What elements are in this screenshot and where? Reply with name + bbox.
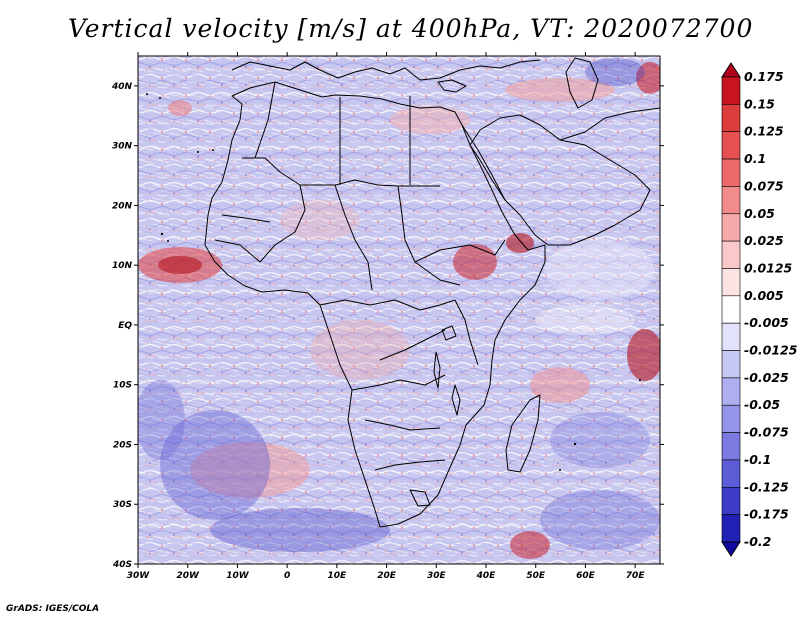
lon-tick-label: 50E bbox=[526, 571, 546, 581]
lat-tick-label: 30N bbox=[112, 142, 133, 152]
colorbar-label: -0.05 bbox=[744, 397, 780, 412]
colorbar-label: -0.0125 bbox=[744, 343, 798, 358]
colorbar-segment bbox=[721, 432, 741, 461]
colorbar-label: -0.175 bbox=[744, 507, 789, 522]
colorbar-segment bbox=[721, 240, 741, 269]
colorbar-segment bbox=[721, 459, 741, 488]
grads-credit: GrADS: IGES/COLA bbox=[6, 604, 100, 614]
colorbar-label: -0.125 bbox=[744, 479, 789, 494]
lat-tick-label: 40N bbox=[111, 82, 133, 92]
lon-tick-label: 70E bbox=[626, 571, 646, 581]
lon-tick-label: 20E bbox=[377, 571, 397, 581]
colorbar-label: -0.2 bbox=[744, 534, 771, 549]
colorbar-label: -0.075 bbox=[744, 425, 789, 440]
lon-tick-label: 60E bbox=[576, 571, 596, 581]
colorbar-segment bbox=[721, 486, 741, 515]
colorbar: 0.175 0.15 0.125 0.1 0.075 0.05 0.025 0.0125 0.0… bbox=[721, 62, 798, 557]
colorbar-bottom-arrow bbox=[721, 541, 741, 557]
lon-tick-label: 0 bbox=[284, 571, 290, 581]
lat-tick-label: 20N bbox=[112, 201, 133, 211]
lon-tick-label: 10W bbox=[226, 571, 250, 581]
map-title: Vertical velocity [m/s] at 400hPa, VT: 2… bbox=[68, 14, 754, 43]
lon-tick-label: 30E bbox=[427, 571, 447, 581]
colorbar-label: 0.05 bbox=[744, 206, 775, 221]
lon-tick-label: 30W bbox=[127, 571, 151, 581]
colorbar-segment bbox=[721, 295, 741, 324]
colorbar-segment bbox=[721, 213, 741, 242]
colorbar-label: 0.005 bbox=[744, 288, 784, 303]
lat-tick-label: EQ bbox=[118, 321, 132, 331]
colorbar-label: 0.1 bbox=[744, 151, 766, 166]
colorbar-label: -0.1 bbox=[744, 452, 771, 467]
colorbar-segment bbox=[721, 322, 741, 351]
colorbar-label: 0.15 bbox=[744, 96, 775, 111]
colorbar-label: -0.025 bbox=[744, 370, 789, 385]
lat-tick-label: 40S bbox=[112, 560, 132, 570]
colorbar-segment bbox=[721, 350, 741, 379]
lon-tick-label: 10E bbox=[328, 571, 348, 581]
lat-tick-label: 10S bbox=[113, 381, 132, 391]
colorbar-segment bbox=[721, 131, 741, 160]
lat-tick-label: 30S bbox=[113, 500, 132, 510]
lon-tick-label: 20W bbox=[176, 571, 200, 581]
velocity-field bbox=[138, 56, 660, 564]
lat-tick-label: 20S bbox=[113, 440, 132, 450]
colorbar-label: 0.025 bbox=[744, 233, 784, 248]
colorbar-segment bbox=[721, 158, 741, 187]
colorbar-label: 0.125 bbox=[744, 124, 784, 139]
lon-tick-label: 40E bbox=[476, 571, 497, 581]
colorbar-segment bbox=[721, 514, 741, 543]
map-frame bbox=[137, 55, 661, 565]
colorbar-label: 0.0125 bbox=[744, 260, 793, 275]
coastlines bbox=[204, 57, 660, 528]
colorbar-segment bbox=[721, 186, 741, 215]
longitude-axis: 30W 20W 10W 0 10E 20E 30E 40E 50E 60E 70E bbox=[127, 52, 646, 581]
latitude-axis: 40N 30N 20N 10N EQ 10S 20S 30S 40S bbox=[111, 82, 664, 570]
colorbar-segment bbox=[721, 76, 741, 105]
colorbar-label: 0.075 bbox=[744, 178, 784, 193]
lat-tick-label: 10N bbox=[112, 261, 133, 271]
colorbar-segment bbox=[721, 404, 741, 433]
colorbar-segment bbox=[721, 377, 741, 406]
colorbar-label: -0.005 bbox=[744, 315, 789, 330]
islands bbox=[146, 93, 641, 471]
colorbar-segment bbox=[721, 104, 741, 133]
colorbar-segment bbox=[721, 268, 741, 297]
colorbar-top-arrow bbox=[721, 62, 741, 78]
colorbar-label: 0.175 bbox=[744, 69, 784, 84]
